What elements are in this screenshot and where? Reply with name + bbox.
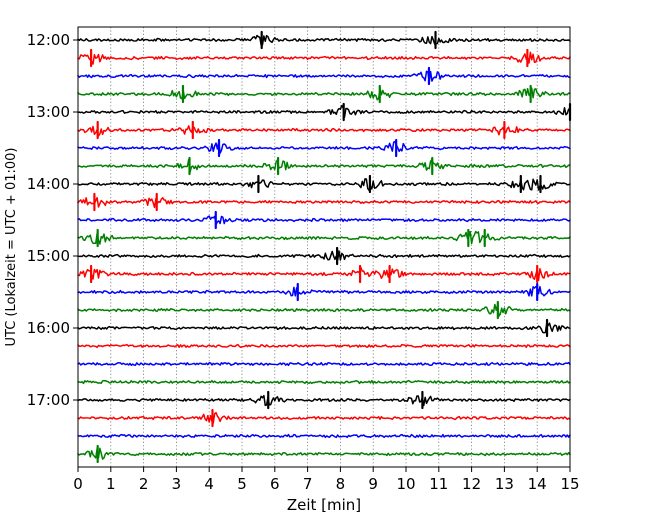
x-axis-tick-label: 13 (495, 475, 514, 493)
x-axis-tick-label: 10 (396, 475, 415, 493)
x-axis-tick-label: 1 (106, 475, 116, 493)
seismic-trace-1615 (77, 343, 571, 349)
y-axis-tick-label: 14:00 (27, 175, 70, 193)
y-axis-label: UTC (Lokalzeit = UTC + 01:00) (4, 148, 19, 347)
seismic-trace-1445 (77, 230, 571, 245)
seismic-trace-1215 (77, 51, 571, 65)
seismic-trace-1530 (77, 285, 571, 297)
seismic-trace-1600 (77, 322, 571, 334)
seismic-trace-1645 (77, 379, 571, 385)
seismic-trace-1200 (77, 34, 571, 46)
x-axis-tick-label: 11 (429, 475, 448, 493)
seismic-trace-1400 (77, 178, 571, 192)
traces-layer (77, 30, 572, 464)
x-axis-tick-label: 9 (368, 475, 378, 493)
seismic-trace-1700 (77, 394, 571, 407)
seismic-trace-1315 (77, 125, 571, 137)
seismic-trace-1715 (77, 411, 571, 424)
seismic-trace-1430 (77, 215, 571, 226)
x-axis-label: Zeit [min] (287, 496, 361, 514)
x-axis-tick-label: 4 (204, 475, 214, 493)
x-axis-tick-label: 7 (303, 475, 313, 493)
y-axis-tick-label: 15:00 (27, 247, 70, 265)
x-axis-tick-label: 0 (73, 475, 83, 493)
seismic-trace-1230 (77, 70, 571, 83)
x-axis-tick-label: 8 (336, 475, 346, 493)
seismic-trace-1630 (77, 361, 571, 367)
seismic-trace-1515 (77, 266, 571, 282)
y-axis-tick-label: 12:00 (27, 31, 70, 49)
x-axis-tick-label: 5 (237, 475, 247, 493)
x-axis-tick-label: 3 (172, 475, 182, 493)
x-axis-tick-label: 14 (528, 475, 547, 493)
x-axis-tick-label: 12 (462, 475, 481, 493)
seismic-trace-1330 (77, 140, 571, 154)
plot-frame (77, 26, 571, 468)
y-axis-tick-label: 13:00 (27, 103, 70, 121)
seismic-trace-1300 (77, 104, 571, 119)
seismic-trace-1415 (77, 196, 571, 209)
x-axis-tick-label: 6 (270, 475, 280, 493)
seismic-trace-1345 (77, 158, 571, 173)
y-axis-tick-label: 17:00 (27, 391, 70, 409)
seismic-trace-1245 (77, 87, 571, 101)
ticks-layer: 0 1 2 3 4 5 6 7 8 9 10 11 12 13 14 1512:0013:0014:0015:… (27, 31, 580, 493)
x-axis-tick-label: 2 (139, 475, 149, 493)
seismic-trace-1545 (77, 303, 571, 317)
seismic-trace-1500 (77, 250, 571, 261)
seismic-trace-1730 (77, 433, 571, 439)
x-axis-tick-label: 15 (560, 475, 579, 493)
seismic-trace-1745 (77, 447, 571, 460)
y-axis-tick-label: 16:00 (27, 319, 70, 337)
